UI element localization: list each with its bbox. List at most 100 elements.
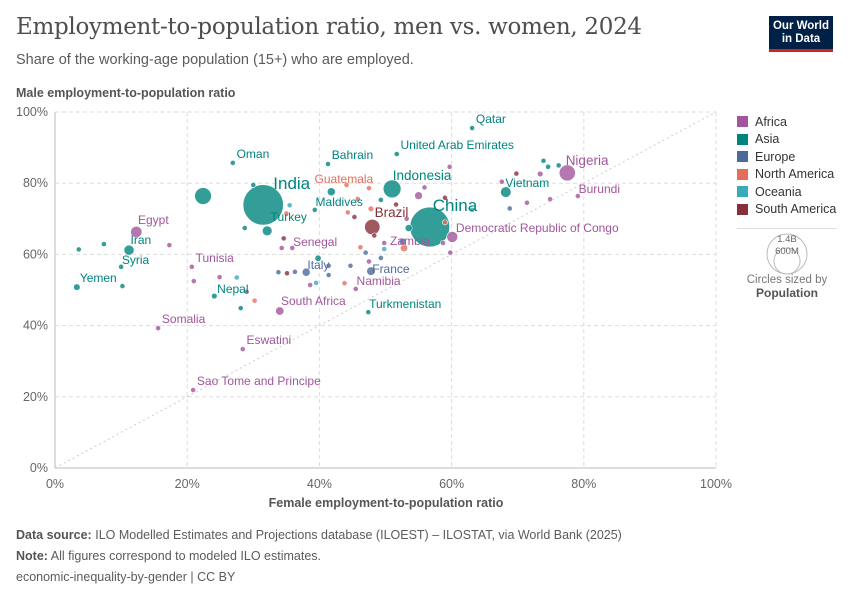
x-tick-label: 40% (307, 477, 332, 491)
data-label: Italy (307, 258, 329, 272)
data-point (190, 387, 197, 393)
y-tick-label: 40% (23, 319, 48, 333)
data-point (344, 209, 351, 216)
data-label: Senegal (293, 235, 337, 249)
data-point (101, 241, 107, 247)
data-label: Nigeria (566, 153, 609, 168)
data-point (233, 274, 240, 281)
data-point (194, 187, 212, 205)
legend-label: Oceania (755, 184, 802, 199)
data-point (469, 206, 475, 213)
data-point (536, 170, 544, 178)
data-point (382, 179, 402, 199)
legend-label: Asia (755, 132, 780, 147)
data-label: Vietnam (505, 176, 549, 190)
data-label: Qatar (476, 112, 506, 126)
data-point (347, 262, 354, 269)
data-point (381, 240, 388, 246)
owid-logo[interactable]: Our World in Data (769, 16, 833, 52)
data-point (351, 214, 358, 220)
legend-item-north-america[interactable]: North America (737, 166, 836, 184)
data-point (354, 195, 361, 202)
size-label-large: 1.4B (777, 234, 797, 245)
size-variable: Population (756, 286, 818, 300)
data-point (366, 266, 376, 276)
data-point (498, 178, 505, 185)
swatch-icon (737, 116, 748, 128)
data-point (341, 280, 348, 287)
data-point (313, 279, 319, 286)
data-point (119, 283, 126, 289)
data-label: Yemen (80, 271, 117, 285)
data-point (292, 268, 298, 275)
data-label: Burundi (579, 182, 620, 196)
legend-item-oceania[interactable]: Oceania (737, 183, 836, 201)
data-point (301, 267, 311, 277)
data-point (421, 184, 428, 191)
x-tick-label: 0% (46, 477, 64, 491)
legend-item-south-america[interactable]: South America (737, 201, 836, 219)
y-tick-label: 20% (23, 390, 48, 404)
data-point (558, 164, 576, 182)
footer-link[interactable]: economic-inequality-by-gender | CC BY (16, 570, 236, 584)
data-label: China (433, 196, 478, 215)
data-point (440, 240, 446, 246)
data-point (446, 231, 459, 243)
data-label: Oman (237, 147, 270, 161)
source-label: Data source: (16, 528, 92, 542)
legend-item-europe[interactable]: Europe (737, 148, 836, 166)
data-point (377, 197, 384, 203)
size-legend-caption: Circles sized by Population (737, 274, 837, 300)
data-point (130, 225, 143, 238)
legend-label: North America (755, 167, 835, 182)
data-label: France (372, 262, 410, 276)
data-label: India (273, 174, 310, 193)
data-point (447, 249, 454, 256)
size-circle-small (773, 247, 801, 275)
legend-item-africa[interactable]: Africa (737, 113, 836, 131)
data-point (366, 185, 372, 192)
data-label: Democratic Republic of Congo (456, 221, 619, 235)
data-point (155, 325, 162, 331)
data-point (366, 258, 372, 265)
data-point (118, 263, 124, 270)
y-tick-label: 0% (30, 461, 48, 475)
y-tick-label: 80% (23, 176, 48, 190)
data-label: Egypt (138, 213, 169, 227)
data-label: Turkey (271, 210, 307, 224)
data-point (243, 288, 250, 295)
swatch-icon (737, 151, 748, 163)
y-tick-label: 100% (16, 105, 48, 119)
data-point (314, 254, 322, 262)
data-point (190, 278, 197, 284)
source-text: ILO Modelled Estimates and Projections d… (95, 528, 622, 542)
data-point (241, 225, 248, 231)
data-point (442, 219, 448, 226)
data-point (357, 244, 364, 251)
data-point (469, 125, 475, 131)
swatch-icon (737, 133, 748, 145)
data-label: Iran (131, 233, 152, 247)
data-label: Maldives (316, 195, 363, 209)
data-point (326, 187, 336, 197)
data-point (123, 244, 135, 256)
note-text: All figures correspond to modeled ILO es… (50, 549, 322, 563)
data-point (555, 162, 562, 169)
data-point (362, 249, 369, 256)
data-point (540, 157, 547, 164)
size-legend-divider (737, 228, 837, 229)
legend-label: Europe (755, 149, 796, 164)
data-point (325, 161, 331, 167)
data-point (343, 182, 350, 188)
data-point (325, 272, 332, 278)
data-point (275, 306, 285, 316)
size-caption: Circles sized by (746, 274, 828, 286)
chart-subtitle: Share of the working-age population (15+… (16, 52, 414, 68)
legend-item-asia[interactable]: Asia (737, 131, 836, 149)
data-point (289, 245, 296, 251)
data-point (393, 201, 399, 208)
data-point (371, 232, 378, 239)
data-label: Guatemala (315, 172, 374, 186)
